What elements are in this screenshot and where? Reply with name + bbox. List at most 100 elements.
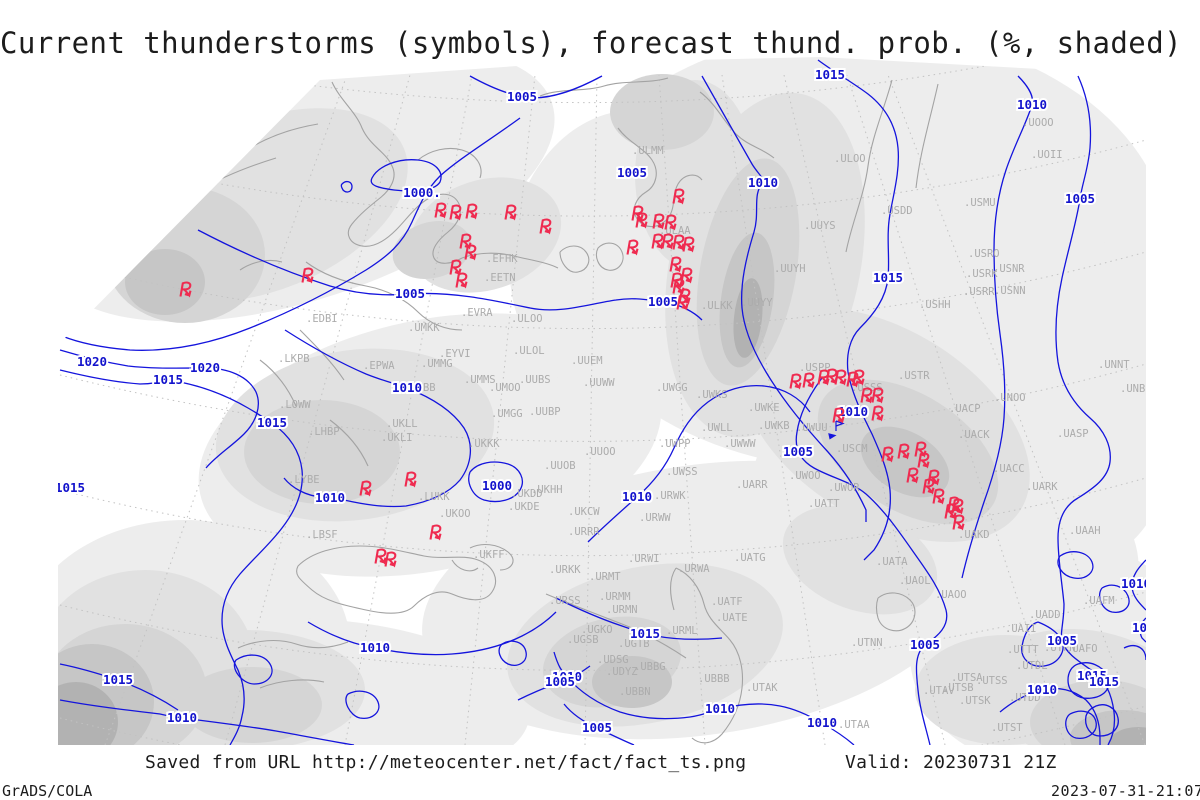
contour-value-label: 1010 xyxy=(167,710,197,725)
contour-value-label: 1010 xyxy=(748,175,778,190)
isobar-contour xyxy=(370,159,442,192)
probability-shade-blob xyxy=(182,667,322,743)
station-label: .USNN xyxy=(994,285,1026,297)
contour-value-label: 1015 xyxy=(1089,674,1119,689)
isobar-contour xyxy=(817,59,900,561)
station-label: .UUOB xyxy=(544,460,576,472)
station-label: .USTR xyxy=(898,370,930,382)
station-label: .UBBB xyxy=(698,673,730,685)
contour-value-label: 1010 xyxy=(705,701,735,716)
station-label: .UAKD xyxy=(958,529,990,541)
station-label: .USRR xyxy=(963,286,995,298)
isobar-contour xyxy=(999,687,1101,745)
isobar-contour xyxy=(587,384,811,543)
coastline-path xyxy=(295,545,496,614)
probability-shade-blob xyxy=(244,400,400,504)
isobar-contour xyxy=(795,377,948,745)
station-label: .UAOO xyxy=(935,589,967,601)
station-label: .UADD xyxy=(1029,609,1061,621)
coastline-path xyxy=(875,592,916,632)
station-label: .UAFO xyxy=(1066,643,1098,655)
probability-shade-blob xyxy=(125,249,205,315)
isobar-contour xyxy=(61,117,521,351)
station-label: .LOWW xyxy=(279,399,311,411)
parallel-line xyxy=(59,477,1146,557)
meridian-line xyxy=(846,74,1066,745)
station-label: .UNBB xyxy=(1120,383,1152,395)
station-label: .UACC xyxy=(993,463,1025,475)
saved-url-text: Saved from URL http://meteocenter.net/fa… xyxy=(145,752,747,773)
contour-value-label: 1010 xyxy=(1017,97,1047,112)
station-label: .URWI xyxy=(628,553,660,565)
station-label: .UTSK xyxy=(959,695,991,707)
station-label: .UTDL xyxy=(1016,660,1048,672)
station-label: .UASP xyxy=(1057,428,1089,440)
isobar-contour xyxy=(468,461,523,503)
station-label: .USPP xyxy=(799,362,831,374)
isobar-contour xyxy=(59,663,179,711)
isobar-contour xyxy=(233,640,527,719)
station-label: .UATE xyxy=(716,612,748,624)
coastline-path xyxy=(669,567,744,744)
station-label: .UKDE xyxy=(508,501,540,513)
contour-value-label: 1005 xyxy=(783,444,813,459)
page-title: Current thunderstorms (symbols), forecas… xyxy=(0,26,1183,60)
station-label: .UWPP xyxy=(659,438,691,450)
isobar-contour xyxy=(469,75,603,99)
contour-value-label: 1015 xyxy=(815,67,845,82)
station-label: .URKK xyxy=(549,564,581,576)
station-label: .UUYY xyxy=(741,297,773,309)
station-label: .LHBP xyxy=(308,426,340,438)
station-label: .UTAV xyxy=(923,685,955,697)
isobar-contour xyxy=(553,651,855,745)
contour-value-label: 1005 xyxy=(507,89,537,104)
station-label: .UARR xyxy=(736,479,768,491)
station-label: .UTST xyxy=(991,722,1023,734)
station-label: .UWSS xyxy=(666,466,698,478)
contour-value-label: 1015 xyxy=(1132,620,1162,635)
station-label-layer: .ULMM.ULOO.ULAA .UUYS.UUYH.UUYY.ULKK.USMU… xyxy=(278,117,1152,734)
station-label: .EDBI xyxy=(306,313,338,325)
isobar-contour xyxy=(1057,551,1146,739)
contour-value-label: 1000 xyxy=(482,478,512,493)
station-label: .UATF xyxy=(711,596,743,608)
station-label: .UAFM xyxy=(1083,595,1115,607)
contour-value-label: 1010 xyxy=(1121,576,1151,591)
station-label: .UUWW xyxy=(583,377,615,389)
isobar-contour xyxy=(517,665,591,701)
isobar-contour xyxy=(555,597,723,640)
station-label: .URMN xyxy=(606,604,638,616)
station-label: .UTSS xyxy=(976,675,1008,687)
station-label: .UATA xyxy=(876,556,908,568)
valid-time-text: Valid: 20230731 21Z xyxy=(845,752,1057,773)
station-label: .USRK xyxy=(966,268,998,280)
isobar-contour xyxy=(1131,559,1146,611)
station-label: .USMU xyxy=(964,197,996,209)
contour-value-label: 1000. xyxy=(403,185,441,200)
contour-value-label: 1005 xyxy=(1047,633,1077,648)
isobar-contour xyxy=(1021,621,1064,667)
isobar-contour xyxy=(563,703,635,745)
station-label: .EVRA xyxy=(461,307,493,319)
parallel-line xyxy=(59,251,1146,330)
station-label: .UUBP xyxy=(529,406,561,418)
station-label: .USRO xyxy=(968,248,1000,260)
contour-value-label: 1015 xyxy=(1077,668,1107,683)
contour-value-label: 1015 xyxy=(153,372,183,387)
station-label: .UTNN xyxy=(851,637,883,649)
contour-value-label: 1015 xyxy=(630,626,660,641)
station-label: .LKPB xyxy=(278,353,310,365)
coastline-path xyxy=(845,79,939,253)
station-label: .UUEM xyxy=(571,355,603,367)
station-label: .ULOO xyxy=(511,313,543,325)
station-label: .LBSF xyxy=(306,529,338,541)
station-label: .URML xyxy=(666,625,698,637)
station-label: .UKHH xyxy=(531,484,563,496)
parallel-line xyxy=(59,705,1146,745)
coastline-path xyxy=(237,639,349,689)
station-label: .URMT xyxy=(589,571,621,583)
contour-value-label: 1005 xyxy=(617,165,647,180)
contour-value-label: 1020 xyxy=(190,360,220,375)
isobar-contour xyxy=(197,229,703,321)
